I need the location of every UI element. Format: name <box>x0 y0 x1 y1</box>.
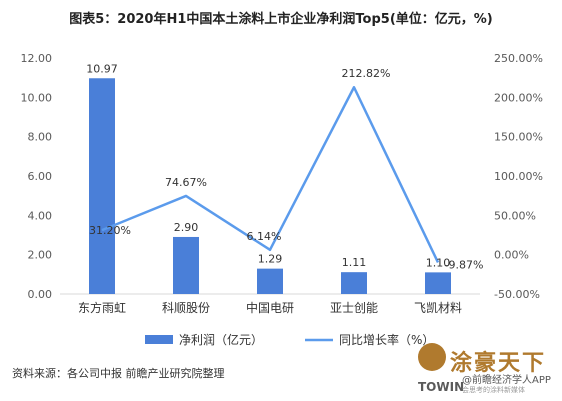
y-left-tick-label: 0.00 <box>28 288 53 301</box>
x-tick-label: 飞凯材料 <box>414 301 462 315</box>
line-data-label: 6.14% <box>247 230 282 243</box>
bar-data-label: 10.97 <box>86 62 118 75</box>
legend-bar-swatch <box>145 335 173 344</box>
brand-tagline: 会思考的涂料新媒体 <box>462 386 525 394</box>
line-data-label: -9.87% <box>445 258 484 271</box>
y-right-tick-label: 100.00% <box>494 170 543 183</box>
line-data-label: 31.20% <box>89 224 131 237</box>
y-left-tick-label: 6.00 <box>28 170 53 183</box>
x-tick-label: 科顺股份 <box>162 301 210 315</box>
bar <box>425 272 451 294</box>
y-right-tick-label: 200.00% <box>494 91 543 104</box>
logo-icon <box>418 343 446 371</box>
y-right-tick-label: 150.00% <box>494 131 543 144</box>
bar <box>257 268 283 294</box>
bar <box>89 78 115 294</box>
bar-data-label: 1.11 <box>342 256 367 269</box>
bar-data-label: 1.10 <box>426 256 451 269</box>
line-data-label: 74.67% <box>165 176 207 189</box>
bar-data-label: 1.29 <box>258 253 283 266</box>
brand-name: TOWIN <box>418 380 465 394</box>
legend-line-label: 同比增长率（%） <box>339 332 434 347</box>
x-tick-label: 东方雨虹 <box>78 300 126 315</box>
bar <box>173 236 199 294</box>
source-note: 资料来源：各公司中报 前瞻产业研究院整理 <box>12 367 225 380</box>
y-left-tick-label: 4.00 <box>28 209 53 222</box>
x-tick-label: 亚士创能 <box>330 301 378 315</box>
y-left-tick-label: 2.00 <box>28 249 53 262</box>
line-data-label: 212.82% <box>342 67 391 80</box>
bar-data-label: 2.90 <box>174 221 199 234</box>
y-right-tick-label: 0.00% <box>494 249 529 262</box>
watermark-credit: @前瞻经济学人APP <box>462 375 551 386</box>
y-right-tick-label: -50.00% <box>494 288 540 301</box>
y-left-tick-label: 10.00 <box>21 91 53 104</box>
bar <box>341 272 367 294</box>
legend-bar-label: 净利润（亿元） <box>179 332 263 347</box>
y-left-tick-label: 12.00 <box>21 52 53 65</box>
chart-title: 图表5：2020年H1中国本土涂料上市企业净利润Top5(单位：亿元，%) <box>69 12 493 27</box>
y-right-tick-label: 50.00% <box>494 209 536 222</box>
x-tick-label: 中国电研 <box>246 300 294 315</box>
logo-text: 涂豪天下 <box>450 350 547 376</box>
y-right-tick-label: 250.00% <box>494 52 543 65</box>
y-left-tick-label: 8.00 <box>28 131 53 144</box>
